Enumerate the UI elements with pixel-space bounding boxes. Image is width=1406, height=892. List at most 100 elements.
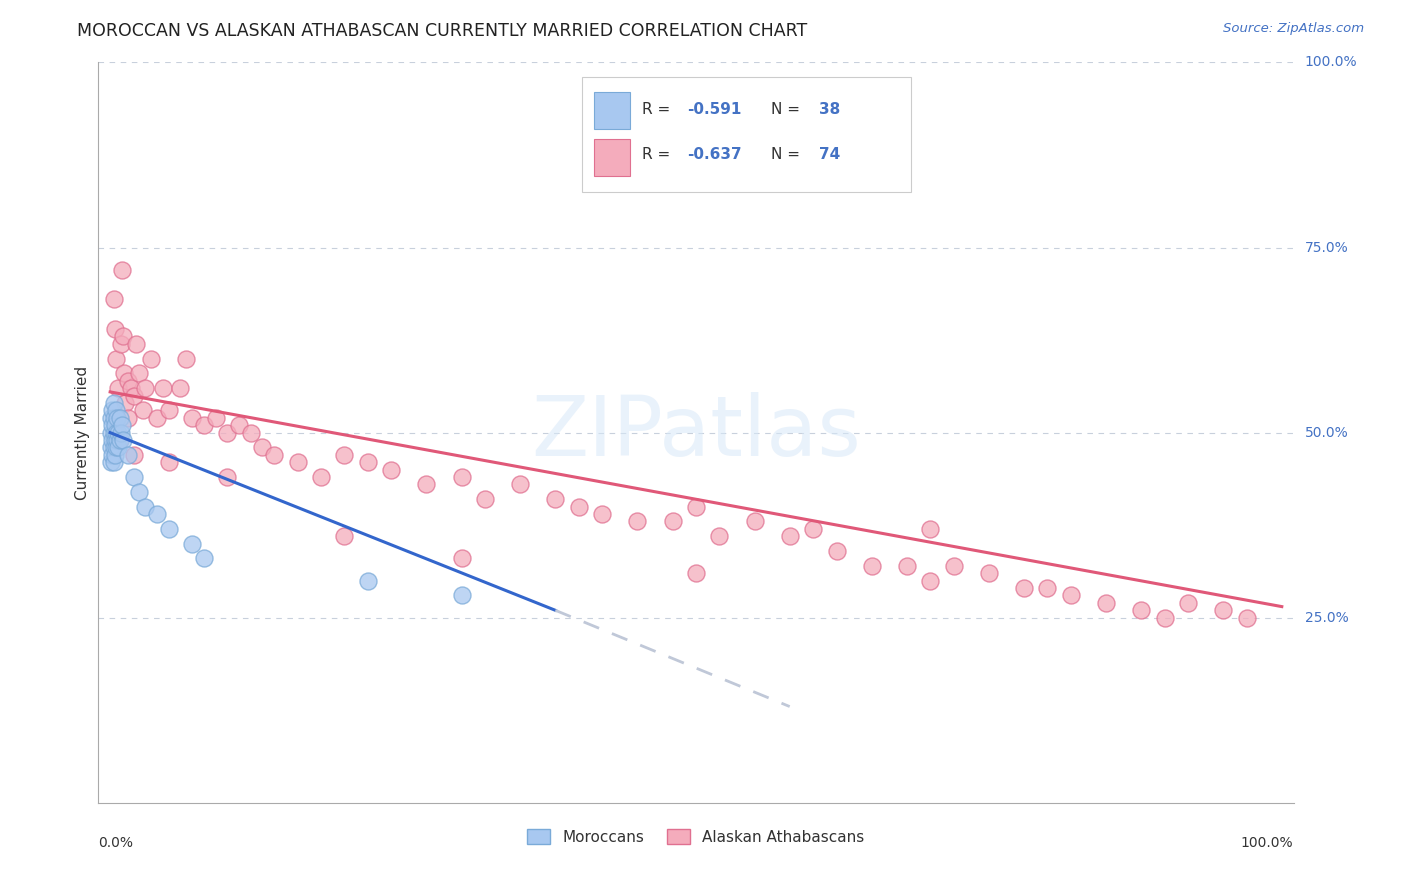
Point	[100, 425, 122, 440]
Text: 75.0%: 75.0%	[1305, 241, 1348, 254]
Point	[591, 507, 613, 521]
Point	[101, 403, 124, 417]
Point	[544, 492, 567, 507]
Point	[104, 322, 127, 336]
Point	[122, 470, 145, 484]
Point	[125, 336, 148, 351]
Point	[450, 589, 472, 603]
Point	[128, 484, 150, 499]
Point	[122, 448, 145, 462]
Point	[103, 410, 125, 425]
Point	[825, 544, 848, 558]
Text: 25.0%: 25.0%	[1305, 611, 1348, 624]
Point	[1236, 610, 1258, 624]
Point	[146, 410, 169, 425]
Text: N =: N =	[772, 102, 806, 117]
Point	[134, 381, 156, 395]
Point	[217, 470, 239, 484]
Point	[896, 558, 918, 573]
Point	[1012, 581, 1035, 595]
Point	[128, 367, 150, 381]
Point	[474, 492, 496, 507]
Point	[107, 381, 129, 395]
Point	[103, 396, 125, 410]
Point	[685, 500, 707, 514]
Point	[103, 441, 125, 455]
Point	[685, 566, 707, 581]
Point	[111, 262, 134, 277]
Point	[105, 433, 128, 447]
Point	[105, 403, 128, 417]
Point	[333, 448, 356, 462]
Point	[415, 477, 437, 491]
Point	[114, 396, 136, 410]
Point	[157, 522, 180, 536]
Point	[1036, 581, 1059, 595]
Point	[450, 470, 472, 484]
Text: -0.637: -0.637	[688, 147, 742, 162]
Point	[105, 410, 128, 425]
Point	[146, 507, 169, 521]
Text: 0.0%: 0.0%	[98, 836, 134, 850]
Point	[152, 381, 174, 395]
Point	[1177, 596, 1199, 610]
Text: Source: ZipAtlas.com: Source: ZipAtlas.com	[1223, 22, 1364, 36]
Point	[134, 500, 156, 514]
Point	[112, 367, 135, 381]
Point	[1060, 589, 1083, 603]
Text: N =: N =	[772, 147, 806, 162]
Point	[509, 477, 531, 491]
Point	[101, 418, 124, 433]
Point	[111, 418, 134, 433]
Point	[104, 433, 127, 447]
Point	[977, 566, 1000, 581]
Point	[287, 455, 309, 469]
Point	[252, 441, 274, 455]
Point	[380, 462, 402, 476]
Point	[333, 529, 356, 543]
Point	[661, 515, 683, 529]
Point	[744, 515, 766, 529]
Text: 100.0%: 100.0%	[1241, 836, 1294, 850]
FancyBboxPatch shape	[582, 78, 911, 192]
Text: ZIPatlas: ZIPatlas	[531, 392, 860, 473]
Point	[357, 455, 380, 469]
Point	[110, 425, 132, 440]
Point	[1153, 610, 1175, 624]
Point	[157, 455, 180, 469]
Point	[1212, 603, 1234, 617]
Point	[105, 410, 128, 425]
Point	[568, 500, 591, 514]
Point	[101, 448, 124, 462]
Point	[120, 381, 142, 395]
Point	[169, 381, 191, 395]
FancyBboxPatch shape	[595, 92, 630, 129]
Point	[100, 455, 122, 469]
Point	[100, 410, 122, 425]
Point	[193, 418, 215, 433]
Point	[103, 455, 125, 469]
Point	[104, 448, 127, 462]
Point	[860, 558, 883, 573]
Point	[263, 448, 285, 462]
Point	[103, 425, 125, 440]
Point	[801, 522, 824, 536]
Y-axis label: Currently Married: Currently Married	[75, 366, 90, 500]
Point	[181, 410, 204, 425]
Text: -0.591: -0.591	[688, 102, 742, 117]
Point	[105, 425, 128, 440]
Point	[1095, 596, 1118, 610]
Point	[117, 410, 139, 425]
Point	[942, 558, 965, 573]
Text: R =: R =	[643, 102, 675, 117]
Point	[100, 441, 122, 455]
Point	[108, 433, 131, 447]
Point	[132, 403, 155, 417]
Point	[309, 470, 332, 484]
Point	[141, 351, 163, 366]
Point	[110, 336, 132, 351]
Point	[174, 351, 197, 366]
Point	[779, 529, 801, 543]
Text: R =: R =	[643, 147, 675, 162]
Point	[104, 418, 127, 433]
